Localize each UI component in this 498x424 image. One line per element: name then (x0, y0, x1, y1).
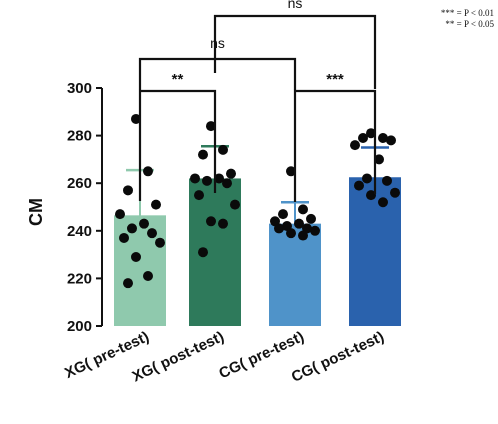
data-point (143, 271, 153, 282)
data-point (310, 225, 320, 236)
y-tick-label: 280 (67, 128, 92, 145)
data-point (306, 213, 316, 224)
y-tick-label: 300 (67, 80, 92, 97)
data-point (119, 232, 129, 243)
data-point (226, 168, 236, 179)
data-point (374, 154, 384, 165)
data-point (139, 218, 149, 229)
data-point (131, 113, 141, 124)
y-axis: 200 220 240 260 280 300 (67, 80, 103, 335)
significance-bracket (293, 89, 377, 202)
significance-label: ns (288, 0, 303, 11)
significance-bracket (213, 14, 377, 89)
significance-label: *** (326, 71, 344, 88)
data-point (350, 140, 360, 151)
significance-bracket (138, 89, 217, 201)
data-point (198, 149, 208, 160)
y-tick-label: 260 (67, 175, 92, 192)
data-point (378, 197, 388, 208)
data-point (218, 144, 228, 155)
data-point (131, 251, 141, 262)
data-point (286, 228, 296, 239)
data-point (151, 199, 161, 210)
data-point (366, 190, 376, 201)
bars (114, 177, 401, 326)
data-point (123, 278, 133, 289)
data-point (358, 132, 368, 143)
legend-line-2: ** = P < 0.05 (445, 19, 494, 29)
x-axis-categories: XG( pre-test)XG( post-test)CG( pre-test)… (62, 328, 387, 386)
data-point (366, 128, 376, 139)
significance-legend: *** = P < 0.01 ** = P < 0.05 (441, 8, 495, 29)
data-point (298, 204, 308, 215)
data-point (390, 187, 400, 198)
data-point (198, 247, 208, 258)
data-point (115, 209, 125, 220)
data-point (294, 218, 304, 229)
y-tick-label: 240 (67, 223, 92, 240)
legend-line-1: *** = P < 0.01 (441, 8, 494, 18)
data-point (123, 185, 133, 196)
data-point (194, 190, 204, 201)
data-point (206, 121, 216, 132)
data-point (298, 230, 308, 241)
y-tick-label: 200 (67, 318, 92, 335)
significance-brackets: ** ns *** ns (138, 0, 377, 202)
y-tick-label: 220 (67, 270, 92, 287)
significance-bracket (138, 57, 297, 90)
data-point (155, 237, 165, 248)
data-point (230, 199, 240, 210)
data-point (147, 228, 157, 239)
data-point (214, 173, 224, 184)
data-point (143, 166, 153, 177)
data-point (222, 178, 232, 189)
data-point (382, 175, 392, 186)
data-point (206, 216, 216, 227)
data-point (190, 173, 200, 184)
data-points (115, 113, 400, 289)
data-point (386, 135, 396, 146)
data-point (362, 173, 372, 184)
data-point (274, 223, 284, 234)
significance-label: ns (210, 35, 225, 51)
data-point (127, 223, 137, 234)
data-point (286, 166, 296, 177)
significance-label: ** (172, 71, 184, 88)
data-point (278, 209, 288, 220)
y-axis-label: CM (26, 198, 46, 226)
data-point (218, 218, 228, 229)
data-point (354, 180, 364, 191)
data-point (202, 175, 212, 186)
x-category-label: CG( post-test) (289, 328, 387, 386)
data-point (378, 132, 388, 143)
